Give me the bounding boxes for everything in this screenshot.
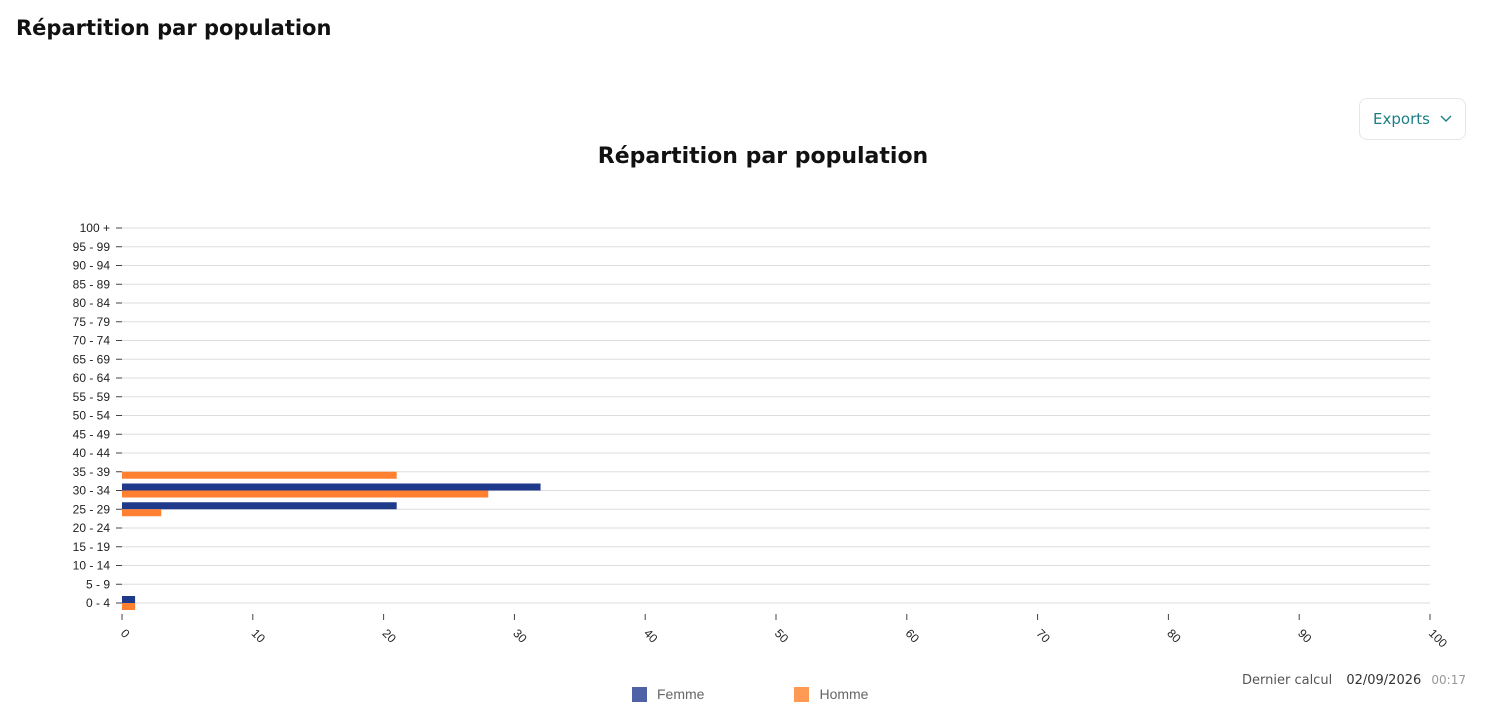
chart-title: Répartition par population	[597, 144, 929, 169]
y-tick-label: 20 - 24	[73, 521, 111, 535]
page-title: Répartition par population	[16, 16, 332, 40]
last-calc-time: 00:17	[1431, 673, 1466, 687]
bar-femme	[122, 483, 541, 491]
chevron-down-icon	[1440, 115, 1452, 123]
y-tick-label: 55 - 59	[73, 390, 111, 404]
bar-homme	[122, 471, 397, 479]
y-tick-label: 85 - 89	[73, 277, 111, 291]
y-tick-label: 10 - 14	[73, 559, 111, 573]
x-tick-label: 80	[1164, 626, 1184, 646]
y-tick-label: 5 - 9	[86, 577, 110, 591]
y-tick-label: 65 - 69	[73, 352, 111, 366]
legend-label-homme: Homme	[819, 686, 869, 702]
y-tick-label: 75 - 79	[73, 315, 111, 329]
last-calc-label: Dernier calcul	[1242, 673, 1333, 688]
y-tick-label: 80 - 84	[73, 296, 111, 310]
y-tick-label: 50 - 54	[73, 409, 111, 423]
y-tick-label: 60 - 64	[73, 371, 111, 385]
y-tick-label: 95 - 99	[73, 240, 111, 254]
y-tick-label: 100 +	[80, 221, 110, 235]
x-tick-label: 40	[641, 626, 661, 646]
y-tick-label: 40 - 44	[73, 446, 111, 460]
y-tick-label: 25 - 29	[73, 502, 111, 516]
y-tick-label: 0 - 4	[86, 596, 110, 610]
bar-femme	[122, 596, 136, 603]
x-tick-label: 0	[118, 626, 133, 641]
legend-item-homme[interactable]: Homme	[794, 686, 868, 702]
y-tick-label: 90 - 94	[73, 259, 111, 273]
x-tick-label: 30	[510, 626, 530, 646]
exports-label: Exports	[1373, 110, 1430, 128]
x-tick-label: 50	[772, 626, 792, 646]
legend-swatch-homme	[794, 686, 810, 702]
x-tick-label: 20	[379, 626, 399, 646]
x-tick-label: 60	[903, 626, 923, 646]
x-tick-label: 100	[1426, 626, 1450, 650]
y-tick-label: 35 - 39	[73, 465, 111, 479]
legend: Femme Homme	[632, 686, 868, 702]
x-tick-label: 70	[1033, 626, 1053, 646]
y-tick-label: 45 - 49	[73, 427, 111, 441]
x-tick-label: 10	[249, 626, 269, 646]
bar-homme	[122, 490, 489, 498]
y-tick-label: 15 - 19	[73, 540, 111, 554]
legend-label-femme: Femme	[657, 686, 705, 702]
legend-swatch-femme	[632, 686, 647, 702]
bar-homme	[122, 603, 136, 610]
legend-item-femme[interactable]: Femme	[632, 686, 704, 702]
bar-femme	[122, 502, 397, 510]
y-tick-label: 70 - 74	[73, 334, 111, 348]
x-tick-label: 90	[1295, 626, 1315, 646]
last-calc-date: 02/09/2026	[1346, 673, 1422, 688]
exports-button[interactable]: Exports	[1359, 98, 1466, 140]
last-calculation: Dernier calcul 02/09/2026 00:17	[1242, 673, 1466, 688]
y-tick-label: 30 - 34	[73, 484, 111, 498]
bar-homme	[122, 509, 162, 517]
